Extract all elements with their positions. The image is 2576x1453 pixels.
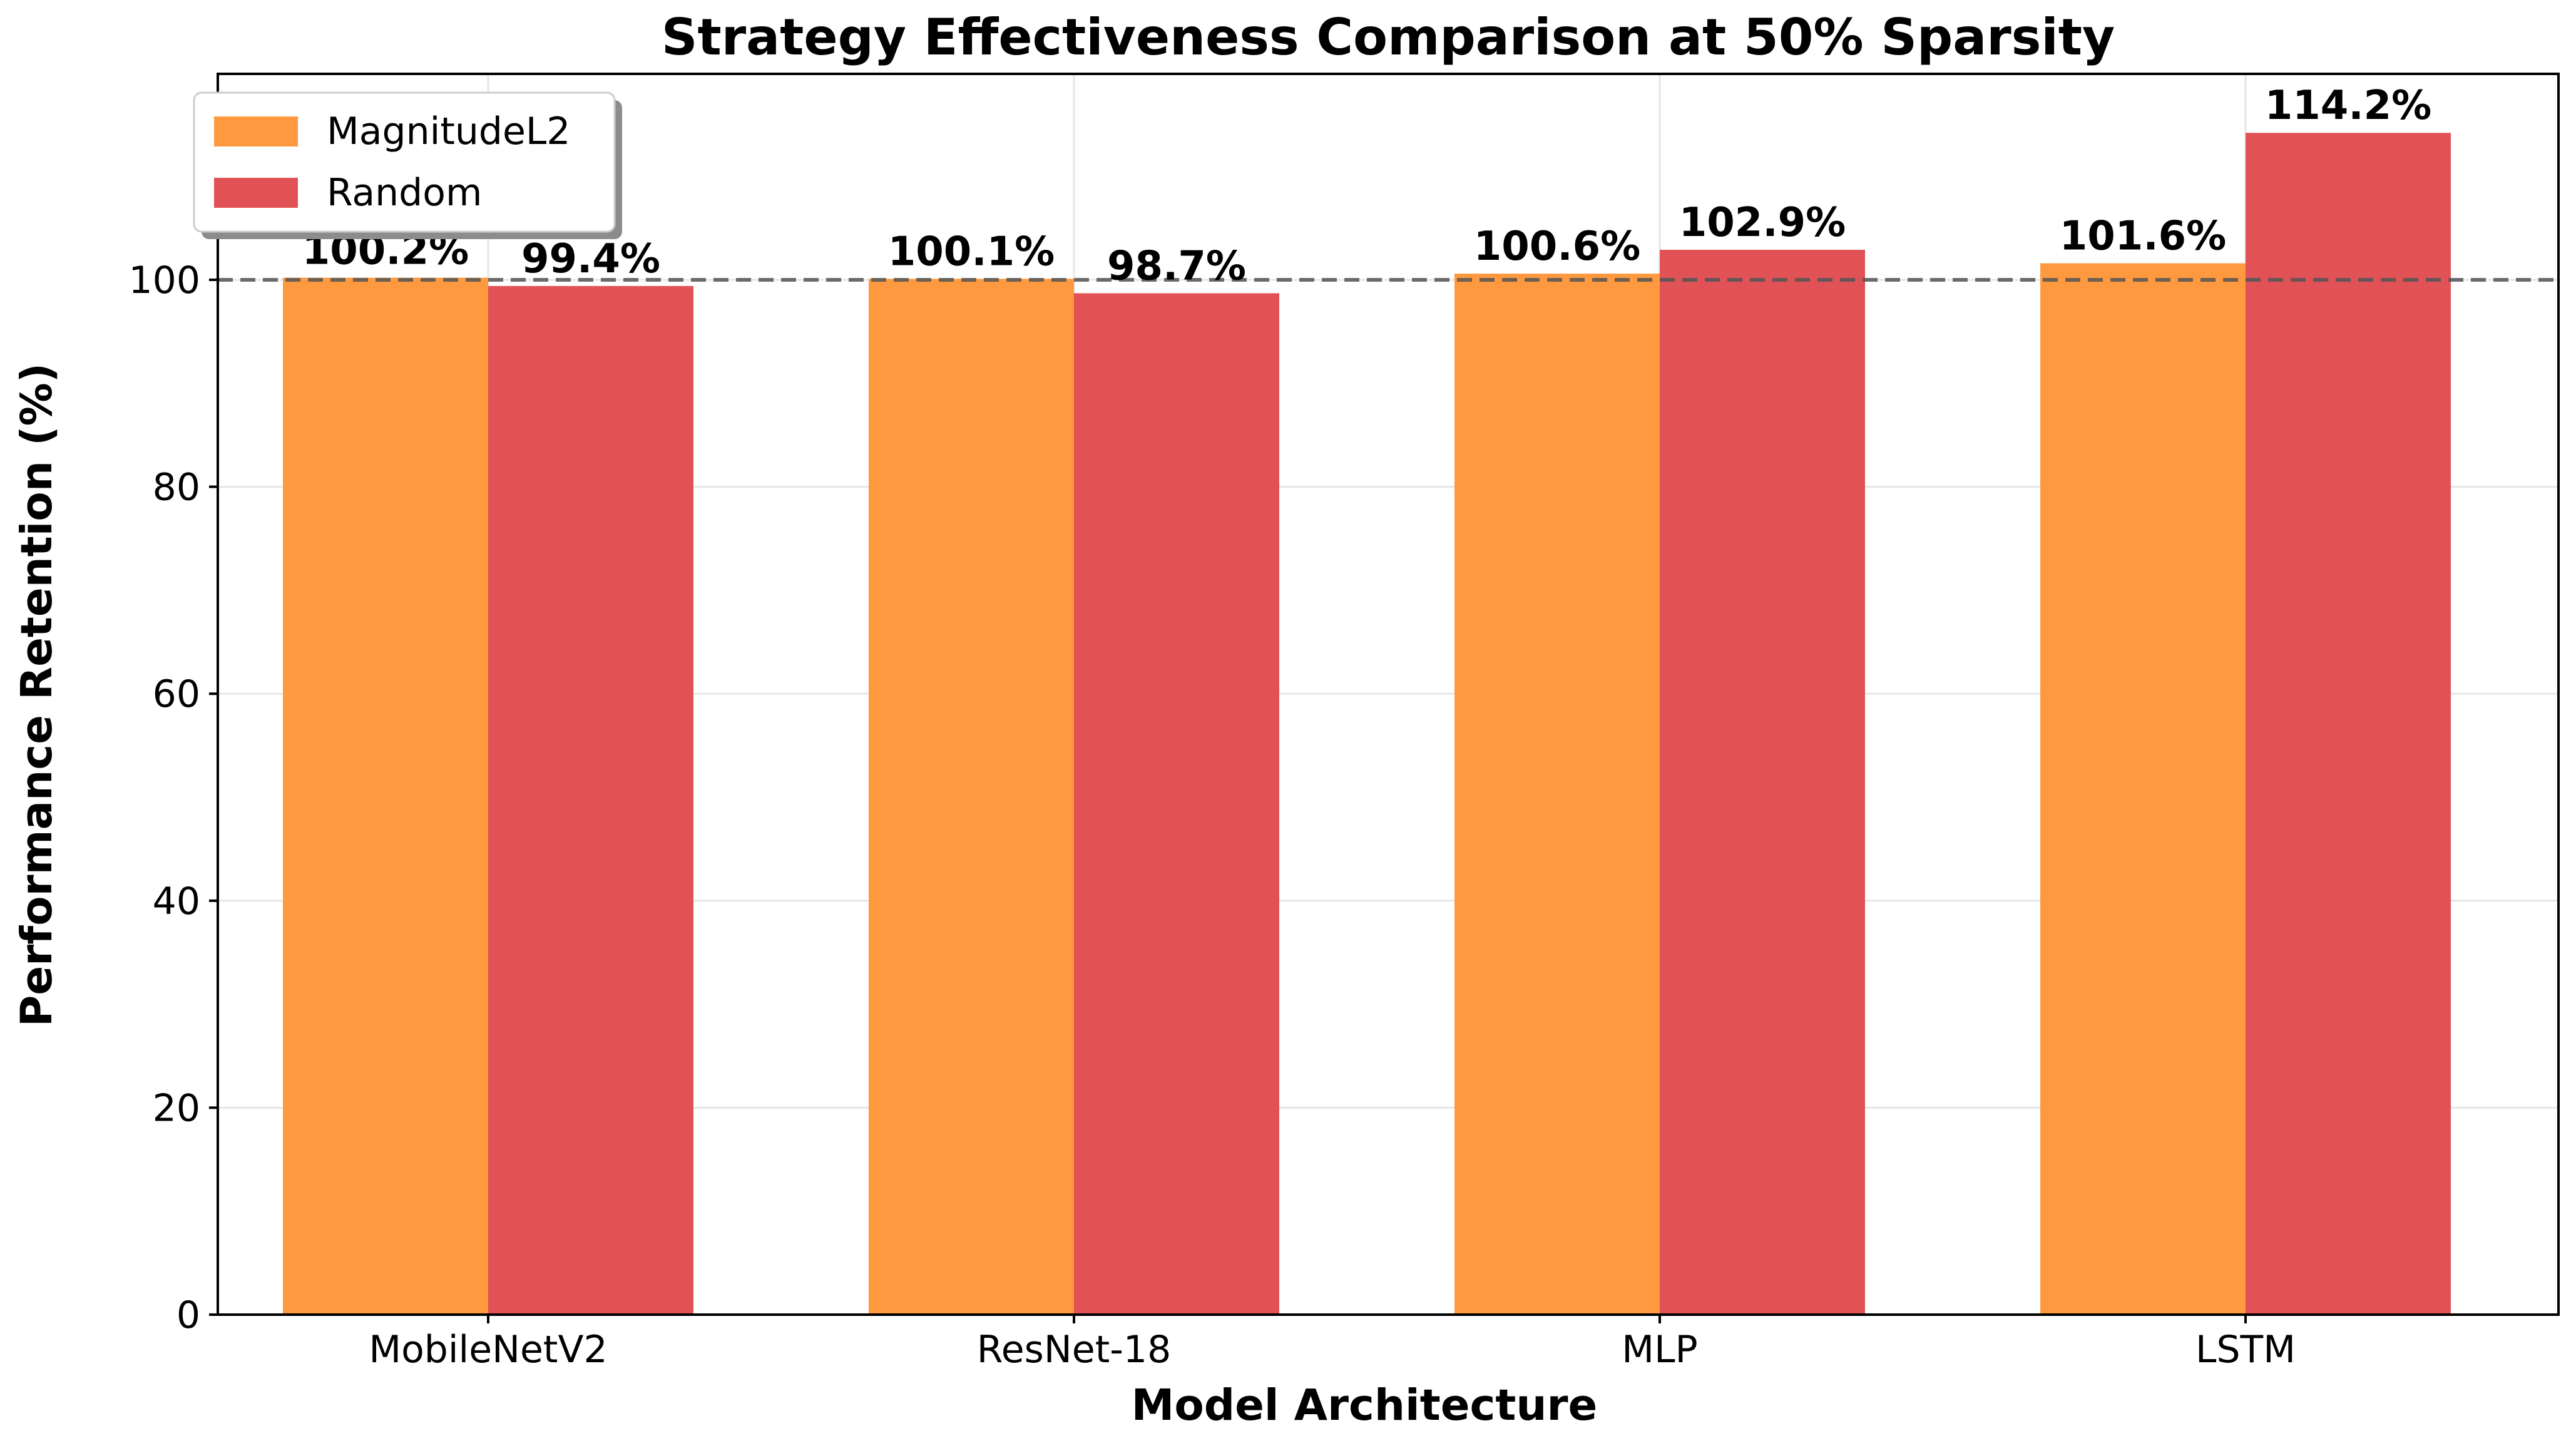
y-tick-label: 20 (153, 1086, 200, 1130)
bars (283, 133, 2451, 1315)
x-tick-label: MobileNetV2 (369, 1328, 607, 1372)
bar-magnitudel2-lstm (2040, 263, 2246, 1315)
bar-random-mlp (1660, 250, 1865, 1315)
bar-value-label: 99.4% (521, 236, 660, 282)
bar-magnitudel2-mobilenetv2 (283, 277, 488, 1315)
bar-value-label: 102.9% (1679, 200, 1846, 246)
legend-box (193, 91, 616, 233)
y-tick-label: 60 (153, 672, 200, 716)
x-tick-label: MLP (1622, 1328, 1697, 1372)
legend: MagnitudeL2 Random (193, 91, 622, 239)
bar-value-label: 114.2% (2265, 83, 2432, 129)
x-axis-label: Model Architecture (1132, 1380, 1598, 1430)
bar-random-resnet-18 (1074, 293, 1279, 1315)
axis-ticks: 0 20 40 60 80 100 MobileNetV2 ResNet-18 MLP LSTM (128, 259, 2296, 1372)
bar-labels: 100.2% 100.1% 100.6% 101.6%99.4% 98.7%102.9%… (302, 83, 2432, 289)
x-tick-label: ResNet-18 (977, 1328, 1172, 1372)
legend-swatch (214, 116, 298, 146)
y-axis-label: Performance Retention (%) (12, 363, 62, 1027)
legend-swatch (214, 178, 298, 208)
chart-title: Strategy Effectiveness Comparison at 50%… (662, 8, 2115, 66)
bar-value-label: 100.1% (888, 228, 1055, 275)
bar-value-label: 98.7% (1107, 243, 1246, 289)
bar-magnitudel2-resnet-18 (869, 279, 1074, 1315)
bar-random-mobilenetv2 (488, 285, 693, 1315)
y-tick-label: 80 (153, 466, 200, 510)
bar-value-label: 100.6% (1474, 223, 1641, 270)
bar-random-lstm (2246, 133, 2451, 1315)
y-tick-label: 40 (153, 880, 200, 923)
bar-value-label: 101.6% (2060, 213, 2227, 260)
legend-entry-label: Random (327, 171, 482, 215)
legend-entry-label: MagnitudeL2 (327, 110, 570, 153)
x-tick-label: LSTM (2195, 1328, 2296, 1372)
bar-magnitudel2-mlp (1454, 274, 1660, 1315)
y-tick-label: 100 (128, 259, 200, 302)
y-tick-label: 0 (176, 1293, 200, 1337)
